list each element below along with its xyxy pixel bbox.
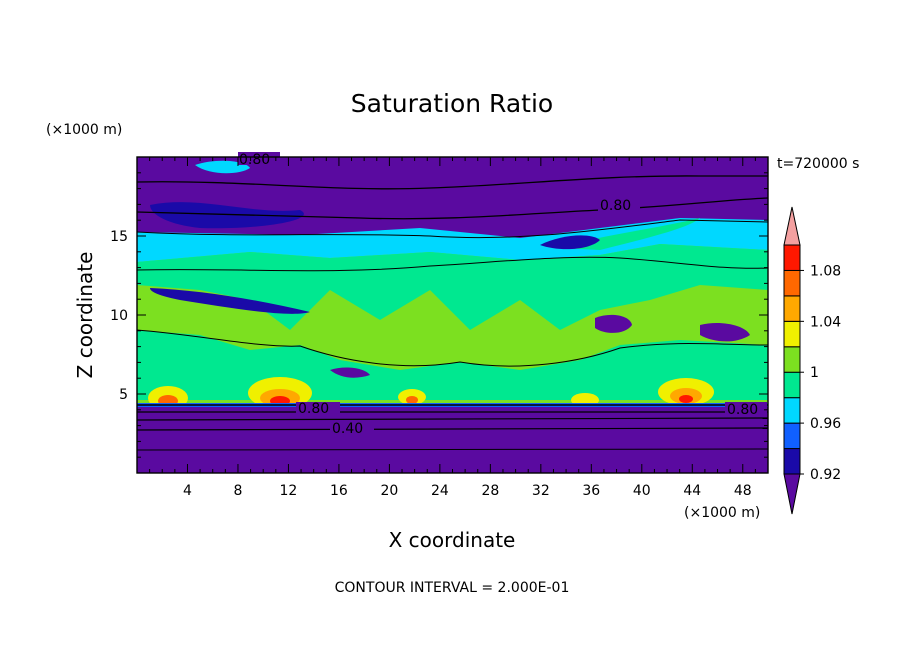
colorbar-tick-label: 0.96	[810, 416, 841, 432]
x-tick-label: 16	[330, 483, 348, 499]
x-tick-label: 40	[633, 483, 651, 499]
contour-label: 0.40	[332, 421, 363, 437]
colorbar-tick-label: 1.08	[810, 263, 841, 279]
y-tick-label: 5	[119, 387, 128, 403]
x-tick-label: 32	[532, 483, 550, 499]
contour-labels: 0.80 0.80 0.80 0.40 0.80	[238, 152, 767, 437]
colorbar: 1.08 1.04 1 0.96 0.92	[783, 206, 841, 515]
x-axis: 4 8 12 16 20 24 28 32 36 40 44 48	[149, 157, 756, 499]
x-tick-label: 36	[582, 483, 600, 499]
x-tick-label: 8	[233, 483, 242, 499]
colorbar-band	[783, 371, 801, 399]
x-axis-label: X coordinate	[389, 528, 516, 552]
colorbar-tick-label: 1.04	[810, 314, 841, 330]
contour-interval-note: CONTOUR INTERVAL = 2.000E-01	[335, 580, 570, 596]
contour-label: 0.80	[600, 198, 631, 214]
colorbar-tick-label: 0.92	[810, 467, 841, 483]
x-unit-label: (×1000 m)	[684, 505, 760, 521]
colorbar-arrow-high	[783, 206, 801, 246]
x-tick-label: 20	[380, 483, 398, 499]
contour-label: 0.80	[298, 401, 329, 417]
x-tick-label: 28	[481, 483, 499, 499]
y-axis: 5 10 15	[110, 172, 768, 458]
colorbar-tick-label: 1	[810, 365, 819, 381]
colorbar-band	[783, 346, 801, 373]
colorbar-arrow-low	[783, 473, 801, 515]
colorbar-band	[783, 320, 801, 348]
colorbar-band	[783, 269, 801, 297]
y-tick-label: 15	[110, 229, 128, 245]
colorbar-band	[783, 295, 801, 322]
colorbar-band	[783, 397, 801, 424]
time-label: t=720000 s	[777, 156, 859, 172]
x-tick-label: 44	[683, 483, 701, 499]
x-tick-label: 24	[431, 483, 449, 499]
y-axis-label: Z coordinate	[73, 252, 97, 379]
x-tick-label: 4	[183, 483, 192, 499]
y-unit-label: (×1000 m)	[46, 122, 122, 138]
contour-label: 0.80	[727, 402, 758, 418]
colorbar-band	[783, 422, 801, 450]
chart-title: Saturation Ratio	[351, 89, 553, 118]
contour-label: 0.80	[239, 152, 270, 168]
x-tick-label: 12	[280, 483, 298, 499]
y-tick-label: 10	[110, 308, 128, 324]
colorbar-band	[783, 448, 801, 475]
x-tick-label: 48	[734, 483, 752, 499]
colorbar-band	[783, 244, 801, 271]
saturation-field	[137, 157, 768, 473]
